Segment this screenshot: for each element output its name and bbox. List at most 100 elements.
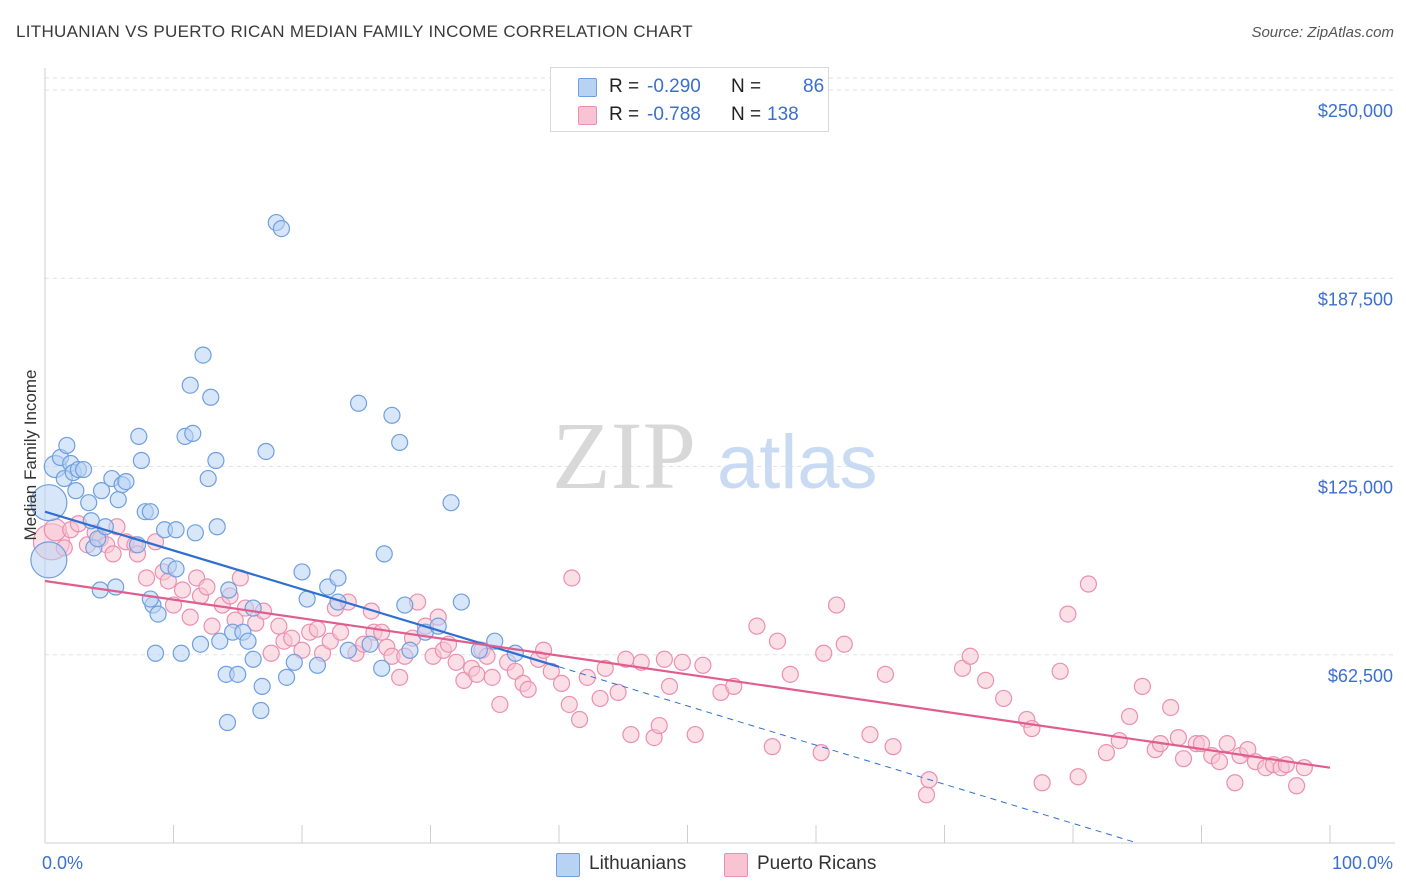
legend-label-puerto-ricans: Puerto Ricans [757, 853, 877, 874]
puerto-rican-point [655, 650, 673, 668]
puerto-rican-point [884, 738, 902, 756]
lithuanian-point [218, 713, 237, 732]
lithuanian-point [184, 424, 202, 442]
lithuanian-point [244, 650, 262, 668]
puerto-rican-point [198, 578, 216, 596]
legend-label-lithuanians: Lithuanians [589, 853, 687, 874]
lithuanian-point [211, 632, 229, 650]
x-tick-label: 100.0% [1332, 853, 1393, 873]
puerto-rican-point [1287, 777, 1306, 795]
puerto-rican-point [1051, 662, 1069, 680]
puerto-rican-point [591, 689, 609, 708]
puerto-rican-point [137, 569, 156, 587]
axes [44, 68, 1395, 844]
puerto-rican-point [308, 620, 327, 638]
lithuanian-point [208, 518, 226, 536]
puerto-rican-point [686, 725, 704, 744]
lithuanian-point [30, 484, 68, 522]
lithuanian-point [109, 491, 127, 509]
lithuanian-point [401, 641, 419, 659]
n-label: N = [731, 104, 762, 125]
lithuanian-point [383, 406, 401, 424]
puerto-rican-point [270, 617, 288, 635]
watermark-atlas: atlas [717, 420, 878, 505]
n-value: 138 [767, 104, 799, 125]
puerto-rican-point [373, 623, 391, 641]
lithuanian-point [141, 590, 159, 608]
puerto-rican-point [961, 647, 979, 665]
puerto-rican-point [483, 668, 501, 686]
lithuanian-point [253, 677, 271, 695]
lithuanian-point [132, 451, 150, 470]
lithuanian-point [207, 451, 225, 470]
lithuanians-swatch [556, 853, 580, 877]
puerto-rican-point [1218, 735, 1236, 753]
puerto-rican-point [1069, 768, 1087, 786]
puerto-rican-point [283, 629, 301, 647]
puerto-rican-point [519, 680, 537, 699]
lithuanian-point [199, 469, 217, 488]
puerto-rican-point [1133, 677, 1151, 695]
puerto-ricans-points [32, 515, 1313, 804]
puerto-rican-point [650, 716, 668, 735]
axis-labels: $62,500 $125,000 $187,500 $250,000 0.0% 100.0… [42, 101, 1393, 873]
lithuanian-point [375, 545, 393, 563]
lithuanian-point [244, 599, 262, 617]
lithuanian-point [89, 530, 107, 548]
x-tick-label: 0.0% [42, 853, 83, 873]
puerto-rican-point [1033, 774, 1051, 792]
lithuanian-point [149, 605, 167, 623]
trend-lines [44, 510, 1331, 844]
puerto-rican-point [876, 665, 894, 683]
lithuanian-point [339, 641, 357, 659]
puerto-rican-point [173, 581, 192, 599]
puerto-ricans-swatch [724, 853, 748, 877]
puerto-rican-point [506, 662, 524, 680]
puerto-rican-point [827, 596, 846, 614]
legend-row-lithuanians: R = -0.290 N = 86 [551, 72, 828, 102]
lithuanian-point [329, 569, 347, 587]
puerto-rican-point [596, 659, 614, 677]
y-tick-label: $125,000 [1318, 478, 1393, 498]
puerto-rican-point [660, 677, 679, 695]
puerto-rican-point [262, 644, 280, 662]
puerto-rican-point [1239, 741, 1257, 759]
lithuanian-point [272, 220, 291, 238]
puerto-ricans-swatch [578, 106, 597, 125]
puerto-rican-point [763, 738, 781, 756]
puerto-rican-point [995, 689, 1013, 708]
puerto-rican-point [104, 545, 122, 563]
puerto-rican-point [1120, 707, 1139, 726]
lithuanian-point [58, 436, 76, 455]
lithuanian-point [74, 460, 93, 479]
stats-legend: R = -0.290 N = 86 R = -0.788 N = 138 [550, 67, 829, 132]
lithuanian-point [220, 581, 238, 599]
lithuanian-point [30, 541, 68, 579]
puerto-rican-point [977, 671, 995, 689]
puerto-rican-point [331, 623, 350, 641]
lithuanian-point [285, 653, 303, 671]
puerto-rican-point [609, 683, 627, 702]
puerto-rican-point [1110, 731, 1128, 750]
puerto-rican-point [560, 695, 578, 714]
puerto-rican-point [953, 659, 972, 677]
puerto-rican-point [181, 608, 199, 626]
puerto-rican-point [570, 710, 589, 729]
puerto-rican-point [391, 668, 409, 686]
puerto-ricans-trend-line [44, 579, 1331, 769]
lithuanian-point [181, 376, 199, 394]
puerto-rican-point [1169, 728, 1187, 747]
puerto-rican-point [622, 725, 640, 744]
lithuanian-point [117, 472, 135, 491]
puerto-rican-point [812, 744, 830, 762]
lithuanian-point [67, 482, 85, 500]
puerto-rican-point [1059, 605, 1077, 623]
r-value: -0.290 [647, 76, 701, 97]
puerto-rican-point [835, 635, 853, 653]
watermark: ZIP atlas [552, 402, 878, 509]
lithuanian-point [167, 521, 185, 539]
puerto-rican-point [861, 725, 879, 744]
lithuanian-point [92, 482, 111, 500]
lithuanian-point [202, 388, 220, 406]
